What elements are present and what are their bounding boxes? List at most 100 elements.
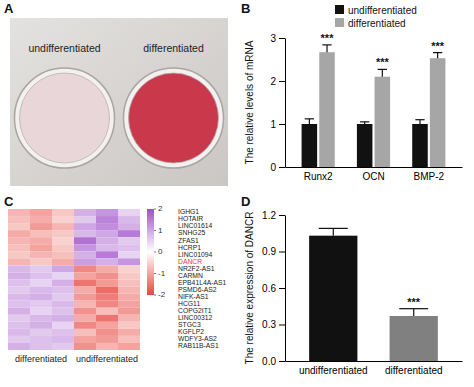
significance-label: *** bbox=[321, 32, 335, 44]
heatmap-cell bbox=[52, 329, 74, 336]
plot-marks bbox=[309, 228, 438, 361]
heatmap-cell bbox=[52, 223, 74, 230]
heatmap-cell bbox=[96, 258, 118, 265]
x-tick-label: undifferentiated bbox=[299, 365, 368, 376]
y-axis-line bbox=[285, 216, 286, 362]
heatmap-cell bbox=[118, 308, 140, 315]
column-group-label: differentiated bbox=[15, 354, 67, 364]
heatmap-cell bbox=[52, 230, 74, 237]
heatmap-cell bbox=[30, 237, 52, 244]
error-bar bbox=[413, 309, 414, 316]
heatmap-cell bbox=[96, 280, 118, 287]
heatmap-cell bbox=[74, 272, 96, 279]
plot-marks bbox=[302, 45, 446, 167]
heatmap-cell bbox=[74, 301, 96, 308]
colorbar-tick-label: 0 bbox=[158, 247, 163, 256]
heatmap-cell bbox=[52, 265, 74, 272]
heatmap-cell bbox=[30, 287, 52, 294]
heatmap-cell bbox=[74, 258, 96, 265]
heatmap-cell bbox=[30, 322, 52, 329]
heatmap-cell bbox=[52, 237, 74, 244]
y-tick-label: 3 bbox=[270, 33, 276, 44]
heatmap-cell bbox=[30, 280, 52, 287]
row-label: LINC01614 bbox=[178, 222, 213, 229]
row-label: CARMN bbox=[178, 272, 203, 279]
bar bbox=[390, 316, 438, 361]
x-tick-label: BMP-2 bbox=[414, 171, 445, 182]
heatmap-cell bbox=[118, 287, 140, 294]
well-stain bbox=[129, 73, 219, 163]
heatmap-cell bbox=[52, 343, 74, 350]
colorbar bbox=[147, 209, 154, 295]
heatmap-cell bbox=[74, 294, 96, 301]
legend-swatch bbox=[335, 5, 344, 14]
row-label: RAB11B-AS1 bbox=[178, 342, 219, 349]
heatmap-cell bbox=[96, 237, 118, 244]
bar bbox=[319, 52, 335, 167]
y-axis: 0123 bbox=[270, 33, 285, 173]
heatmap-cell bbox=[118, 315, 140, 322]
heatmap-cell bbox=[118, 251, 140, 258]
figure: AundifferentiateddifferentiatedB0123Runx… bbox=[0, 0, 474, 387]
heatmap-cells bbox=[8, 209, 140, 350]
heatmap-cell bbox=[30, 223, 52, 230]
heatmap-cell bbox=[30, 244, 52, 251]
heatmap-cell bbox=[74, 244, 96, 251]
heatmap-cell bbox=[8, 265, 30, 272]
row-label: ZFAS1 bbox=[178, 237, 199, 244]
y-tick-label: 0.6 bbox=[262, 283, 276, 294]
y-tick-label: 0 bbox=[270, 162, 276, 173]
y-tick-label: 1.2 bbox=[262, 210, 276, 221]
heatmap-cell bbox=[30, 216, 52, 223]
heatmap-cell bbox=[30, 329, 52, 336]
heatmap-cell bbox=[118, 258, 140, 265]
x-axis: undifferentiated differentiated bbox=[286, 362, 463, 377]
y-axis-title: The relative expression of DANCR bbox=[244, 212, 255, 365]
y-tick: 0.6 bbox=[262, 283, 285, 294]
heatmap-cell bbox=[8, 294, 30, 301]
heatmap-cell bbox=[118, 237, 140, 244]
heatmap-cell bbox=[8, 308, 30, 315]
well-label: undifferentiated bbox=[28, 42, 100, 54]
x-tick: differentiated bbox=[385, 365, 443, 376]
x-tick-label: Runx2 bbox=[304, 171, 333, 182]
y-tick-label: 1 bbox=[270, 119, 276, 130]
heatmap-cell bbox=[118, 280, 140, 287]
panel-label: A bbox=[4, 1, 14, 16]
heatmap-cell bbox=[74, 329, 96, 336]
heatmap-cell bbox=[96, 265, 118, 272]
heatmap-cell bbox=[8, 209, 30, 216]
y-tick-mark bbox=[279, 361, 285, 362]
heatmap-cell bbox=[118, 265, 140, 272]
heatmap-cell bbox=[8, 287, 30, 294]
row-label: NR2F2-AS1 bbox=[178, 265, 215, 272]
heatmap-cell bbox=[30, 343, 52, 350]
heatmap-cell bbox=[52, 301, 74, 308]
row-label: HOTAIR bbox=[178, 215, 203, 222]
heatmap-cell bbox=[8, 237, 30, 244]
panel-image: Aundifferentiateddifferentiated bbox=[4, 1, 228, 186]
y-tick: 1.2 bbox=[262, 210, 285, 221]
heatmap-cell bbox=[52, 336, 74, 343]
column-group-label: undifferentiated bbox=[76, 354, 138, 364]
heatmap-cell bbox=[74, 237, 96, 244]
x-tick-label: differentiated bbox=[385, 365, 443, 376]
row-label: HCRP1 bbox=[178, 244, 201, 251]
heatmap-cell bbox=[96, 301, 118, 308]
heatmap-cell bbox=[52, 244, 74, 251]
heatmap-cell bbox=[118, 329, 140, 336]
y-tick-mark bbox=[279, 81, 285, 82]
error-cap bbox=[360, 121, 369, 122]
significance-label: *** bbox=[407, 296, 421, 308]
heatmap-cell bbox=[74, 308, 96, 315]
heatmap-cell bbox=[52, 308, 74, 315]
heatmap-cell bbox=[30, 265, 52, 272]
heatmap-cell bbox=[74, 230, 96, 237]
heatmap-cell bbox=[8, 301, 30, 308]
x-tick: Runx2 bbox=[304, 171, 333, 182]
colorbar-tick-label: 2 bbox=[158, 204, 163, 213]
heatmap-cell bbox=[96, 287, 118, 294]
significance-label: *** bbox=[431, 40, 445, 52]
well-stain bbox=[20, 73, 110, 163]
heatmap-cell bbox=[96, 315, 118, 322]
